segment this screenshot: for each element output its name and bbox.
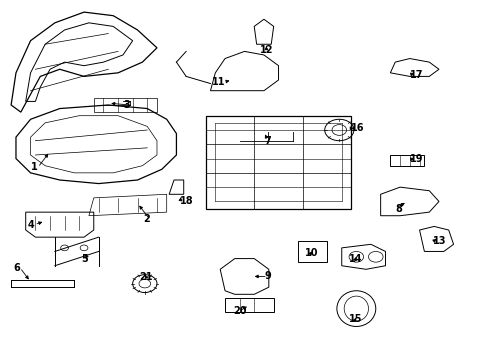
Text: 13: 13 (432, 237, 446, 247)
Text: 18: 18 (180, 197, 194, 206)
Text: 4: 4 (28, 220, 34, 230)
Text: 12: 12 (259, 45, 273, 55)
Text: 11: 11 (211, 77, 224, 87)
Text: 19: 19 (409, 154, 423, 164)
Text: 21: 21 (139, 272, 153, 282)
Text: 9: 9 (264, 271, 271, 282)
Text: 15: 15 (348, 314, 362, 324)
Text: 7: 7 (264, 136, 271, 146)
Text: 6: 6 (13, 262, 20, 273)
Text: 16: 16 (350, 123, 363, 133)
Text: 1: 1 (31, 162, 38, 172)
Text: 3: 3 (123, 100, 130, 110)
Text: 14: 14 (348, 254, 362, 264)
Text: 17: 17 (409, 69, 423, 80)
Text: 20: 20 (232, 306, 246, 316)
Text: 8: 8 (394, 203, 401, 213)
Text: 5: 5 (81, 254, 88, 264)
Text: 10: 10 (304, 248, 318, 257)
Text: 2: 2 (142, 214, 149, 224)
